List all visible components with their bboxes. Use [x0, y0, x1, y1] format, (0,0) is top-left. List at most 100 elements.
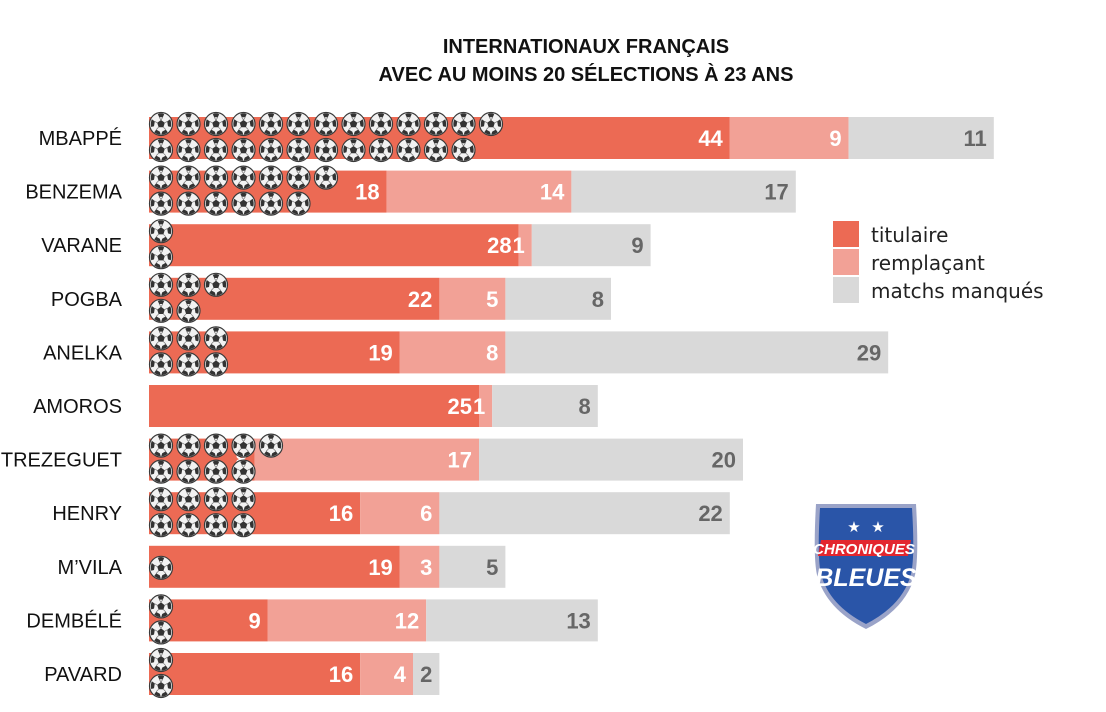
soccer-ball-icon: [148, 555, 174, 580]
soccer-ball-icon: [176, 298, 201, 323]
soccer-ball-icon: [203, 433, 229, 458]
legend-swatch-remplacant: [833, 249, 859, 275]
bar-row-amoros: AMOROS 25 1 8: [33, 385, 598, 427]
chart-title-line-1: INTERNATIONAUX FRANÇAIS: [443, 36, 729, 58]
value-label-titulaire: 18: [355, 180, 379, 205]
value-label-matchs-manques: 11: [964, 126, 987, 151]
soccer-ball-icon: [148, 111, 174, 137]
soccer-ball-icon: [176, 137, 201, 163]
soccer-ball-icon: [231, 137, 256, 163]
soccer-ball-icon: [286, 111, 311, 137]
soccer-ball-icon: [368, 111, 394, 137]
value-label-titulaire: 9: [249, 608, 261, 633]
bar-row-benzema: BENZEMA 18 14 17: [25, 165, 796, 216]
bar-remplacant: [399, 545, 440, 588]
soccer-ball-icon: [176, 513, 201, 538]
soccer-ball-icon: [203, 165, 229, 190]
player-label: AMOROS: [33, 396, 122, 418]
bar-row-pavard: PAVARD 16 4 2: [44, 647, 440, 699]
soccer-ball-icon: [148, 272, 174, 297]
bar-matchs-manques: [426, 599, 598, 642]
bar-titulaire: [149, 224, 519, 267]
bar-remplacant: [479, 385, 493, 427]
logo-star-icon: ★: [871, 518, 884, 536]
value-label-remplacant: 5: [486, 287, 498, 312]
soccer-ball-icon: [148, 326, 174, 351]
value-label-remplacant: 4: [394, 662, 407, 687]
bar-matchs-manques: [439, 545, 506, 588]
bar-matchs-manques: [848, 117, 994, 159]
value-label-remplacant: 14: [540, 180, 565, 205]
soccer-ball-icon: [176, 111, 201, 137]
player-label: POGBA: [51, 289, 123, 311]
soccer-ball-icon: [258, 137, 284, 163]
legend-label-titulaire: titulaire: [871, 223, 948, 247]
bar-remplacant: [439, 277, 506, 320]
value-label-matchs-manques: 5: [486, 555, 498, 580]
logo-star-icon: ★: [847, 518, 860, 536]
soccer-ball-icon: [148, 165, 174, 190]
soccer-ball-icon: [148, 219, 174, 244]
player-label: VARANE: [41, 235, 122, 257]
soccer-ball-icon: [396, 111, 421, 137]
bar-remplacant: [254, 438, 479, 481]
soccer-ball-icon: [148, 647, 174, 673]
value-label-remplacant: 12: [395, 608, 419, 633]
soccer-ball-icon: [148, 298, 174, 323]
soccer-ball-icon: [203, 137, 229, 163]
soccer-ball-icon: [148, 137, 174, 163]
soccer-ball-icon: [231, 111, 256, 137]
soccer-ball-icon: [148, 673, 174, 699]
soccer-ball-icon: [176, 326, 201, 351]
logo-text-chroniques: CHRONIQUES: [813, 541, 915, 558]
soccer-ball-icon: [176, 352, 201, 377]
value-label-remplacant: 1: [513, 233, 525, 258]
value-label-remplacant: 17: [448, 448, 472, 473]
soccer-ball-icon: [258, 111, 284, 137]
soccer-ball-icon: [231, 165, 256, 190]
value-label-matchs-manques: 29: [857, 340, 881, 365]
player-label: HENRY: [52, 503, 122, 525]
soccer-ball-icon: [231, 513, 256, 538]
soccer-ball-icon: [313, 165, 339, 190]
value-label-matchs-manques: 20: [712, 448, 736, 473]
player-label: TREZEGUET: [1, 450, 122, 472]
value-label-titulaire: 28: [487, 233, 511, 258]
soccer-ball-icon: [203, 111, 229, 137]
bar-matchs-manques: [531, 224, 651, 267]
bar-matchs-manques: [492, 385, 598, 427]
value-label-remplacant: 6: [420, 501, 432, 526]
bar-remplacant: [729, 117, 849, 159]
soccer-ball-icon: [258, 433, 284, 458]
soccer-ball-icon: [148, 620, 174, 645]
bar-titulaire: [149, 385, 479, 427]
value-label-remplacant: 9: [829, 126, 841, 151]
soccer-ball-icon: [231, 487, 256, 512]
legend: titulaire remplaçant matchs manqués: [833, 221, 1044, 303]
bar-titulaire: [149, 653, 361, 695]
legend-label-remplacant: remplaçant: [871, 251, 985, 275]
value-label-matchs-manques: 13: [566, 608, 590, 633]
soccer-ball-icon: [286, 165, 311, 190]
soccer-ball-icon: [176, 459, 201, 484]
soccer-ball-icon: [148, 487, 174, 512]
soccer-ball-icon: [478, 111, 504, 137]
player-label: DEMBÉLÉ: [26, 609, 122, 632]
bar-remplacant: [518, 224, 532, 267]
value-label-matchs-manques: 9: [631, 233, 643, 258]
bar-row-pogba: POGBA 22 5 8: [51, 272, 611, 323]
soccer-ball-icon: [148, 352, 174, 377]
value-label-titulaire: 25: [448, 394, 472, 419]
soccer-ball-icon: [148, 191, 174, 216]
soccer-ball-icon: [203, 459, 229, 484]
value-label-remplacant: 8: [486, 340, 498, 365]
logo-band: [818, 540, 911, 556]
bar-row-anelka: ANELKA 19 8 29: [43, 326, 889, 377]
value-label-matchs-manques: 17: [764, 180, 788, 205]
soccer-ball-icon: [203, 513, 229, 538]
bar-row-henry: HENRY 16 6 22: [52, 487, 730, 538]
bar-row-mbappe: MBAPPÉ 44 9 11: [39, 111, 994, 163]
player-label: BENZEMA: [25, 182, 122, 204]
